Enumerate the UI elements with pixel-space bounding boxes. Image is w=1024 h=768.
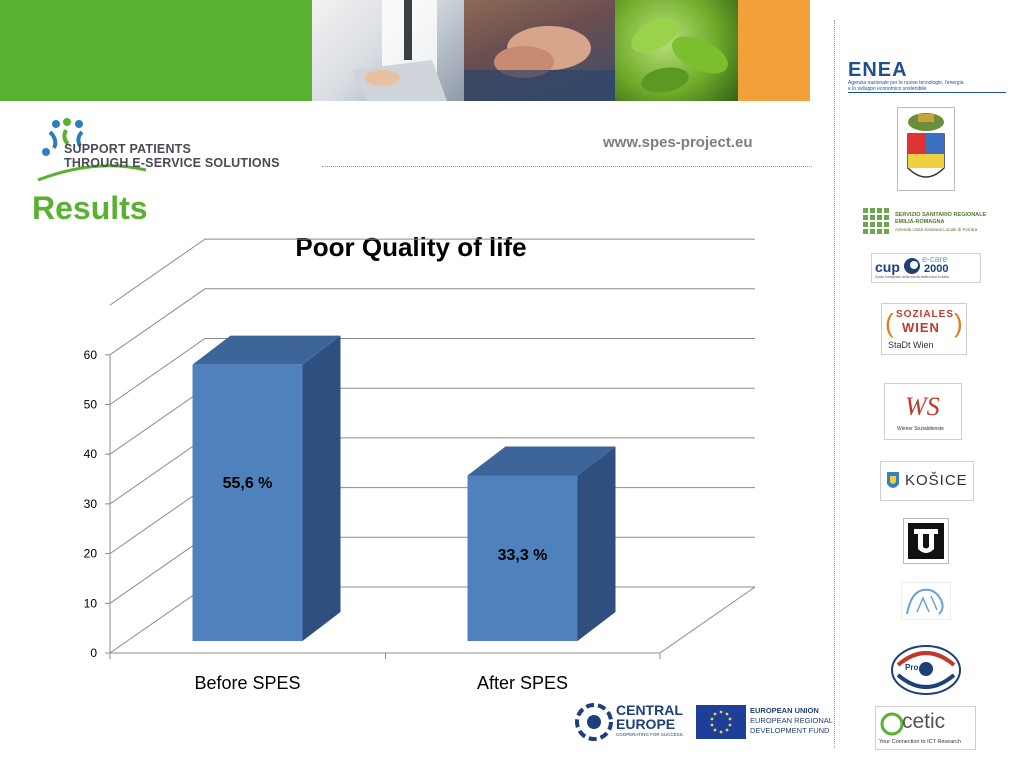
y-tick-label: 60 [84,348,98,362]
emilia-line-3: Azienda Unità Sanitaria Locale di Ferrar… [895,227,978,232]
eu-line-2: EUROPEAN REGIONAL [750,716,833,725]
ctu-lion-icon [900,581,952,621]
eu-line-1: EUROPEAN UNION [750,706,819,715]
doctor-laptop-photo [312,0,464,101]
y-tick-label: 50 [84,398,98,412]
y-tick-label: 20 [84,547,98,561]
fsw-bracket-icon: ( [885,308,894,338]
partner-logo-tu [903,518,949,564]
bar-top [467,446,616,476]
cup-year: 2000 [924,263,949,275]
cetic-o-icon [880,712,904,736]
partner-logo-kosice: KOŠICE [880,461,974,501]
x-category-label: After SPES [477,673,568,693]
helping-hands-photo [464,0,615,101]
enea-name: ENEA [848,59,908,81]
partner-logo-emilia-romagna: SERVIZIO SANITARIO REGIONALE EMILIA-ROMA… [863,208,1003,238]
logo-line-1: SUPPORT PATIENTS [64,142,192,156]
data-label: 33,3 % [498,547,548,564]
cup-main: cup [875,259,900,275]
ws-subtitle: Wiener Sozialdienste [897,426,944,432]
eu-flag-icon [696,705,746,739]
bar-side [302,335,341,641]
chart-bars [192,335,616,641]
fsw-line-1: SOZIALES [896,309,955,320]
green-leaves-photo [615,0,738,101]
bar [467,475,578,641]
website-link[interactable]: www.spes-project.eu [603,134,753,151]
cup2000-swirl-icon [904,258,920,274]
central-subtitle: COOPERATING FOR SUCCESS. [616,732,684,737]
coat-of-arms-icon [907,113,945,178]
data-label: 55,6 % [223,475,273,492]
spes-logo-text: SUPPORT PATIENTS THROUGH E-SERVICE SOLUT… [64,142,280,170]
kosice-emblem-icon [887,472,899,488]
header-orange-block [738,0,810,101]
proeco-circle-icon [891,645,961,695]
y-tick-label: 10 [84,596,98,610]
gridline [109,338,755,405]
spes-logo-icon [37,118,147,182]
tu-emblem-icon [908,523,944,559]
chart-axes: 0 10 20 30 40 50 60 [84,348,661,660]
bar-side [577,446,616,641]
enea-subtitle-1: Agenzia nazionale per le nuove tecnologi… [848,80,964,86]
emilia-line-2: EMILIA-ROMAGNA [895,219,945,225]
bar-chart: Poor Quality of life 0 10 20 30 40 50 60 55,6 … [84,232,756,693]
vertical-divider [834,20,835,748]
emilia-line-1: SERVIZIO SANITARIO REGIONALE [895,212,987,218]
horizontal-divider [322,166,812,167]
central-europe-star-icon [575,703,613,741]
y-tick-label: 40 [84,447,98,461]
slide-heading: Results [32,190,148,226]
gridline [109,238,755,306]
bar-top [192,335,341,365]
eu-line-3: DEVELOPMENT FUND [750,726,830,735]
header-green-banner [0,0,312,101]
y-tick-label: 0 [90,646,97,660]
ws-mark: WS [905,392,940,421]
emilia-grid-icon [863,208,889,234]
cetic-subtitle: Your Connection to ICT Research [879,739,961,745]
cup-subtitle: il polo industriale della sanità elettro… [875,275,949,279]
partner-logo-ctu [900,581,952,621]
proeco-text: Pro [905,663,919,672]
partner-logo-cetic: cetic Your Connection to ICT Research [875,706,976,750]
partner-logo-cup2000: cup e-care 2000 il polo industriale dell… [871,253,981,283]
footer-logos: CENTRAL EUROPE COOPERATING FOR SUCCESS. … [572,702,833,742]
partner-logo-fonds-soziales-wien: ( ) SOZIALES WIEN StaDt Wien [881,303,967,355]
x-category-label: Before SPES [194,673,300,693]
y-tick-label: 30 [84,497,98,511]
bar [192,364,303,641]
chart-title: Poor Quality of life [295,232,526,262]
fsw-line-3: StaDt Wien [888,340,934,350]
chart-labels: 55,6 % Before SPES 33,3 % After SPES [194,475,568,693]
central-line-1: CENTRAL [616,702,683,718]
logo-line-2: THROUGH E-SERVICE SOLUTIONS [64,156,280,170]
partner-logo-wiener-sozialdienste: WS Wiener Sozialdienste [884,383,962,440]
partner-logo-proeco: Pro [888,643,964,697]
gridline [109,288,755,356]
partner-logo-coat-of-arms [897,107,955,191]
partner-logo-enea: ENEA Agenzia nazionale per le nuove tecn… [848,60,1006,96]
enea-subtitle-2: e lo sviluppo economico sostenibile [848,86,1006,93]
fsw-line-2: WIEN [902,320,940,335]
kosice-name: KOŠICE [905,472,968,489]
fsw-bracket-right-icon: ) [954,308,963,338]
cetic-name: cetic [902,710,946,733]
central-line-2: EUROPE [616,716,676,732]
cup-ecare: e-care [922,254,948,264]
